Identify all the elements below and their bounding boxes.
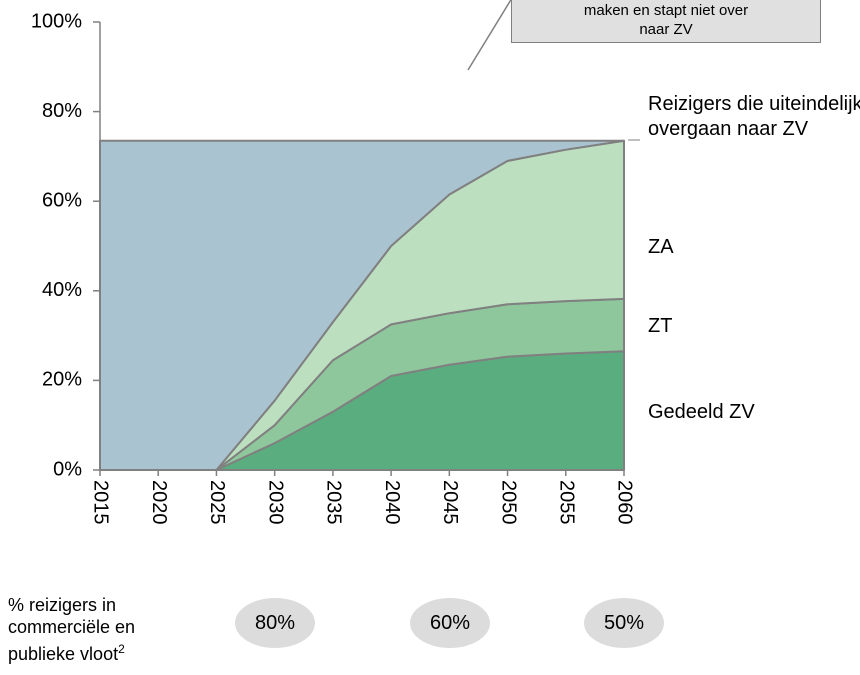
- x-tick-label: 2020: [148, 480, 170, 525]
- x-tick-label: 2035: [323, 480, 345, 525]
- footnote-mark: 2: [118, 642, 125, 656]
- y-tick-label: 80%: [42, 100, 82, 122]
- y-tick-label: 20%: [42, 369, 82, 391]
- y-tick-label: 0%: [53, 458, 82, 480]
- footer-label: % reizigers in commerciële en publieke v…: [8, 595, 136, 664]
- x-tick-label: 2030: [264, 480, 286, 525]
- footer-text: % reizigers in commerciële en publieke v…: [8, 594, 198, 665]
- annotation-leader: [467, 0, 512, 71]
- x-tick-label: 2040: [381, 480, 403, 525]
- series-label: ZA: [648, 236, 674, 258]
- areas: [99, 139, 625, 471]
- x-tick-label: 2050: [497, 480, 519, 525]
- x-tick-label: 2055: [555, 480, 577, 525]
- annotation-box: maken en stapt niet over naar ZV: [511, 0, 821, 43]
- annotation-line: maken en stapt niet over: [583, 2, 749, 19]
- series-label: Reizigers die uiteindelijk overgaan naar…: [648, 93, 860, 140]
- y-tick-label: 40%: [42, 279, 82, 301]
- series-label: Gedeeld ZV: [648, 401, 755, 423]
- annotation-line: naar ZV: [639, 21, 693, 38]
- area: [99, 139, 625, 471]
- y-tick-label: 60%: [42, 189, 82, 211]
- series-label: ZT: [648, 315, 673, 337]
- x-tick-label: 2045: [439, 480, 461, 525]
- share-pill: 80%: [235, 598, 315, 648]
- y-tick-label: 100%: [31, 10, 82, 32]
- share-pill: 60%: [410, 598, 490, 648]
- share-pill: 50%: [584, 598, 664, 648]
- x-tick-label: 2060: [614, 480, 636, 525]
- x-tick-label: 2015: [90, 480, 112, 525]
- x-tick-label: 2025: [206, 480, 228, 525]
